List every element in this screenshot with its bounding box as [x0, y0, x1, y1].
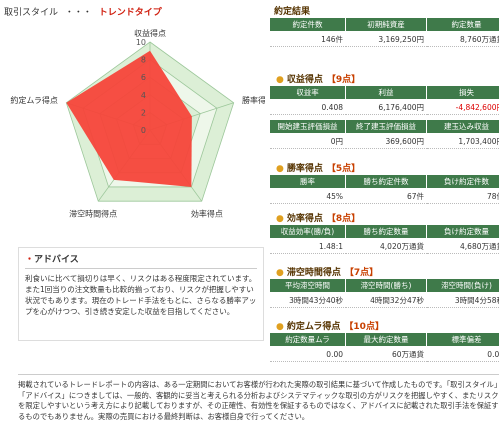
- section-title: ● 滞空時間得点 【7点】: [276, 265, 378, 278]
- cell-value: 1,703,400円: [427, 135, 499, 149]
- bullet: ●: [276, 268, 284, 278]
- section-score: 【10点】: [344, 322, 384, 332]
- column-header: 滞空時間(勝ち): [346, 279, 427, 292]
- cell-value: 0.00: [270, 348, 346, 362]
- cell-value: 8,760万通貨: [427, 33, 499, 47]
- section-score: 【9点】: [326, 75, 361, 85]
- radar-tick-label: 8: [141, 56, 146, 65]
- style-value: トレンドタイプ: [98, 8, 162, 18]
- cell-value: 3時間43分40秒: [270, 294, 346, 308]
- section-title: ● 勝率得点 【5点】: [276, 161, 360, 174]
- cell-value: 3,169,250円: [346, 33, 427, 47]
- bullet: ●: [276, 164, 284, 174]
- radar-tick-label: 2: [141, 108, 146, 117]
- section-name: 効率得点: [286, 214, 323, 224]
- radar-tick-label: 6: [141, 73, 146, 82]
- style-header: 取引スタイル ・・・ トレンドタイプ: [4, 5, 162, 18]
- column-header: 約定数量ムラ: [270, 333, 346, 346]
- column-header: 勝ち約定数量: [346, 225, 427, 238]
- cell-value: 3時間4分58秒: [427, 294, 499, 308]
- section-name: 勝率得点: [286, 164, 323, 174]
- radar-axis-label: 約定ムラ得点: [10, 95, 58, 105]
- column-header: 最大約定数量: [346, 333, 427, 346]
- column-header: 滞空時間(負け): [427, 279, 499, 292]
- column-header: 約定件数: [270, 18, 346, 31]
- cell-value: 4,020万通貨: [346, 240, 427, 254]
- cell-value: 4時間32分47秒: [346, 294, 427, 308]
- separator: ・・・: [64, 8, 92, 18]
- column-header: 平均滞空時間: [270, 279, 346, 292]
- radar-axis-label: 収益得点: [134, 28, 166, 38]
- bullet: ●: [276, 322, 284, 332]
- advice-box: ・アドバイス 利食いに比べて損切りは早く、リスクはある程度限定されています。また…: [18, 247, 264, 341]
- cell-value: 4,680万通貨: [427, 240, 499, 254]
- radar-area: [66, 50, 192, 187]
- cell-value: 0.408: [270, 101, 346, 115]
- radar-axis-label: 効率得点: [191, 208, 223, 218]
- column-header: 終了建玉評価損益: [346, 120, 427, 133]
- bullet: ●: [276, 214, 284, 224]
- section-name: 約定ムラ得点: [286, 322, 341, 332]
- bullet: ●: [276, 75, 284, 85]
- column-header: 標準偏差: [427, 333, 499, 346]
- cell-value: 78件: [427, 190, 499, 204]
- radar-axis-label: 滞空時間得点: [69, 208, 117, 218]
- column-header: 勝ち約定件数: [346, 175, 427, 188]
- column-header: 初期純資産: [346, 18, 427, 31]
- radar-tick-label: 10: [136, 38, 146, 47]
- advice-title: アドバイス: [34, 255, 79, 265]
- section-score: 【8点】: [326, 214, 361, 224]
- section-title: ● 約定ムラ得点 【10点】: [276, 319, 384, 332]
- radar-axis-label: 勝率得点: [242, 95, 265, 105]
- cell-value: 45%: [270, 190, 346, 204]
- column-header: 建玉込み収益: [427, 120, 499, 133]
- column-header: 収益率: [270, 86, 346, 99]
- section-title: ● 収益得点 【9点】: [276, 72, 360, 85]
- advice-text: 利食いに比べて損切りは早く、リスクはある程度限定されています。また1回当りの注文…: [25, 274, 257, 316]
- section-title: 約定結果: [274, 4, 310, 17]
- cell-value: 0円: [270, 135, 346, 149]
- section-score: 【7点】: [344, 268, 379, 278]
- radar-tick-label: 0: [141, 126, 146, 135]
- column-header: 開始建玉評価損益: [270, 120, 346, 133]
- disclaimer: 掲載されているトレードレポートの内容は、ある一定期間においてお客様が行われた実際…: [18, 374, 499, 422]
- cell-value: 0.00: [427, 348, 499, 362]
- column-header: 負け約定件数: [427, 175, 499, 188]
- section-score: 【5点】: [326, 164, 361, 174]
- column-header: 勝率: [270, 175, 346, 188]
- cell-value: 369,600円: [346, 135, 427, 149]
- section-name: 収益得点: [286, 75, 323, 85]
- cell-value: 6,176,400円: [346, 101, 427, 115]
- cell-value: 60万通貨: [346, 348, 427, 362]
- column-header: 利益: [346, 86, 427, 99]
- column-header: 負け約定数量: [427, 225, 499, 238]
- cell-value: -4,842,600円: [427, 101, 499, 115]
- column-header: 損失: [427, 86, 499, 99]
- cell-value: 67件: [346, 190, 427, 204]
- cell-value: 1.48:1: [270, 240, 346, 254]
- advice-heading: ・アドバイス: [25, 252, 257, 269]
- section-name: 約定結果: [274, 7, 311, 17]
- cell-value: 146件: [270, 33, 346, 47]
- radar-tick-label: 4: [141, 91, 146, 100]
- radar-chart: 0 2 4 6 8 10収益得点勝率得点効率得点 滞空時間得点 約定ムラ得点: [10, 28, 265, 218]
- section-title: ● 効率得点 【8点】: [276, 211, 360, 224]
- column-header: 収益効率(勝/負): [270, 225, 346, 238]
- section-name: 滞空時間得点: [286, 268, 341, 278]
- style-label: 取引スタイル: [4, 8, 59, 18]
- column-header: 約定数量: [427, 18, 499, 31]
